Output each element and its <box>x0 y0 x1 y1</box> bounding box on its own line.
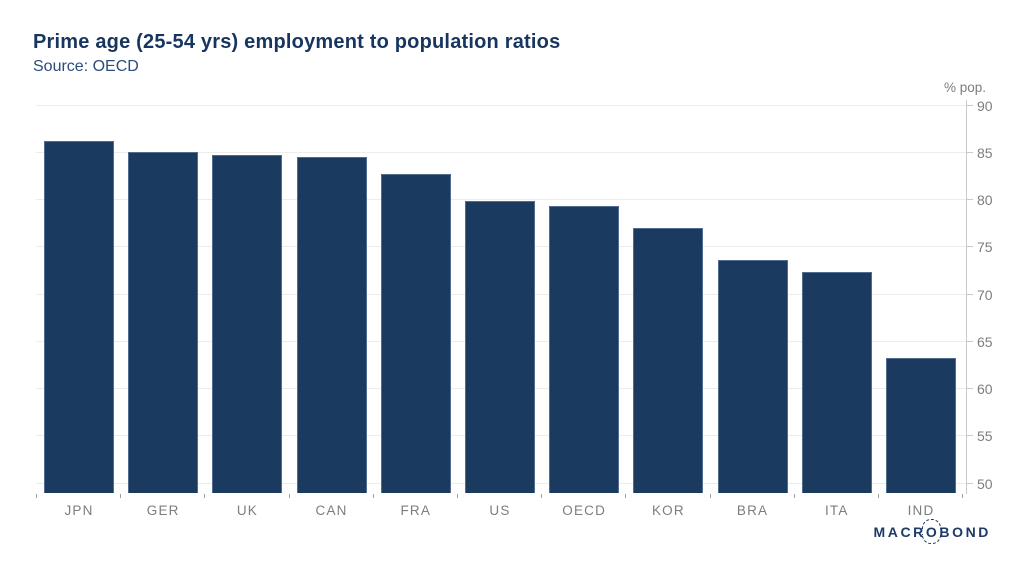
chart-subtitle: Source: OECD <box>33 58 139 75</box>
y-tick-label-90: 90 <box>977 97 993 114</box>
x-tick-label-kor: KOR <box>651 503 685 518</box>
y-axis-tick-55 <box>966 435 973 437</box>
y-axis-tick-70 <box>966 293 973 295</box>
y-axis-unit-label: % pop. <box>943 80 986 95</box>
y-tick-label-75: 75 <box>977 239 993 256</box>
macrobond-logo: MACROBOND <box>873 519 991 544</box>
y-axis-line <box>966 100 967 494</box>
plot-area: 50 55 60 65 70 75 80 85 90 JPN GER UK CAN FRA US OECD KO… <box>36 98 993 518</box>
bar-uk <box>212 154 283 493</box>
x-axis-tick-11 <box>962 494 964 498</box>
bar-ita <box>801 271 872 493</box>
y-tick-label-85: 85 <box>977 144 993 161</box>
logo-o-with-arcs: O <box>922 519 941 544</box>
y-tick-label-50: 50 <box>977 475 993 492</box>
x-tick-label-jpn: JPN <box>64 503 94 518</box>
x-tick-label-ind: IND <box>907 503 935 518</box>
x-axis-tick-9 <box>793 494 795 498</box>
x-axis-tick-10 <box>878 494 879 498</box>
x-tick-label-uk: UK <box>236 503 258 518</box>
y-axis-tick-85 <box>966 151 973 153</box>
x-tick-label-can: CAN <box>315 503 348 518</box>
x-tick-label-ger: GER <box>146 503 180 518</box>
x-tick-label-bra: BRA <box>736 503 769 518</box>
y-axis-tick-50 <box>966 482 973 484</box>
x-tick-label-oecd: OECD <box>562 503 607 518</box>
y-axis-tick-65 <box>966 340 973 342</box>
y-tick-label-70: 70 <box>977 286 993 303</box>
gridline-80 <box>36 199 966 201</box>
x-axis-tick-5 <box>457 494 458 498</box>
x-tick-label-ita: ITA <box>824 503 849 518</box>
logo-text-pre: MACR <box>873 524 926 540</box>
y-tick-label-80: 80 <box>977 192 993 209</box>
x-axis-tick-1 <box>120 494 122 498</box>
bar-can <box>296 156 367 493</box>
chart-title: Prime age (25-54 yrs) employment to popu… <box>33 31 561 53</box>
y-tick-label-65: 65 <box>977 333 993 350</box>
y-axis-tick-90 <box>966 104 973 106</box>
x-axis-tick-8 <box>709 494 711 498</box>
bar-bra <box>717 259 788 493</box>
x-axis-tick-0 <box>36 494 37 498</box>
x-axis-tick-2 <box>204 494 206 498</box>
y-axis-tick-60 <box>966 388 973 390</box>
bar-kor <box>633 227 704 493</box>
bar-ger <box>128 152 199 493</box>
bar-jpn <box>44 140 114 493</box>
logo-text-post: BOND <box>939 524 991 540</box>
x-axis-tick-4 <box>372 494 374 498</box>
gridline-90 <box>36 104 966 106</box>
x-axis-tick-7 <box>625 494 627 498</box>
gridline-85 <box>36 151 966 153</box>
x-axis-tick-3 <box>288 494 290 498</box>
y-axis-tick-80 <box>966 199 973 201</box>
y-tick-label-55: 55 <box>977 428 993 445</box>
x-tick-label-fra: FRA <box>400 503 432 518</box>
bar-fra <box>380 173 451 493</box>
x-axis-tick-6 <box>541 494 543 498</box>
y-axis-tick-75 <box>966 246 973 248</box>
x-tick-label-us: US <box>489 503 511 518</box>
bar-oecd <box>549 205 620 493</box>
bar-ind <box>886 357 956 493</box>
y-tick-label-60: 60 <box>977 381 993 398</box>
bar-us <box>465 201 535 493</box>
